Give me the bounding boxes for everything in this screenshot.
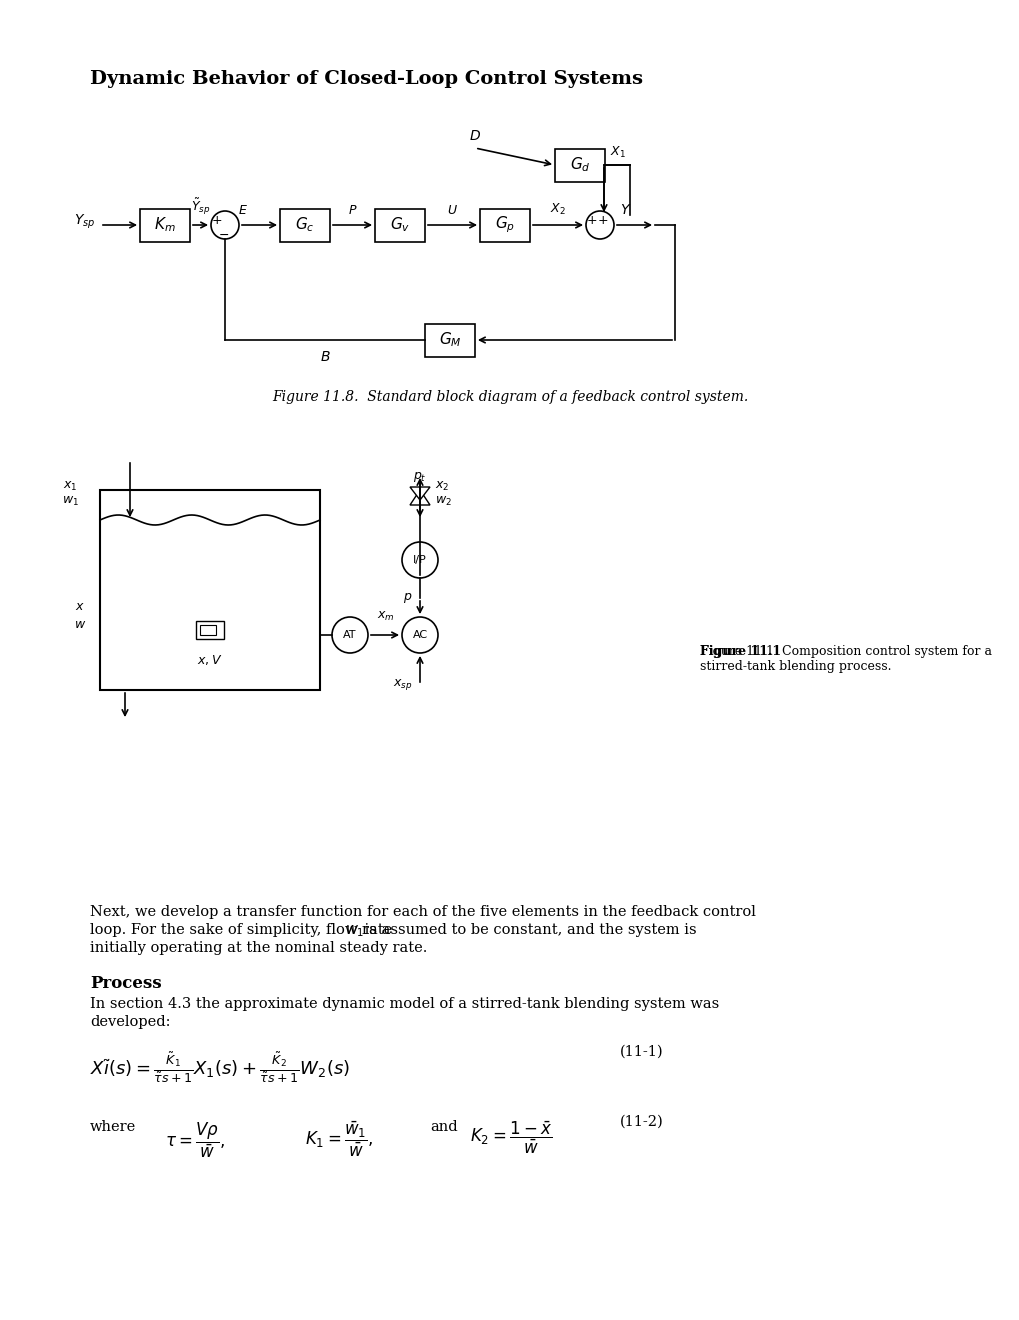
Text: $D$: $D$ — [469, 129, 481, 143]
Text: $G_d$: $G_d$ — [570, 156, 590, 174]
Text: Dynamic Behavior of Closed-Loop Control Systems: Dynamic Behavior of Closed-Loop Control … — [90, 70, 642, 88]
Polygon shape — [410, 490, 430, 506]
Text: $x_2$: $x_2$ — [434, 480, 449, 494]
Text: Next, we develop a transfer function for each of the five elements in the feedba: Next, we develop a transfer function for… — [90, 906, 755, 919]
Text: $p$: $p$ — [403, 591, 412, 605]
Text: $X_2$: $X_2$ — [549, 202, 566, 216]
Text: $K_m$: $K_m$ — [154, 215, 175, 235]
Text: developed:: developed: — [90, 1015, 170, 1030]
Text: $G_M$: $G_M$ — [438, 330, 461, 350]
Text: $Y_{sp}$: $Y_{sp}$ — [73, 213, 95, 231]
Text: $x_m$: $x_m$ — [377, 610, 394, 623]
Text: (11-2): (11-2) — [620, 1115, 663, 1129]
Text: Figure 11.8.  Standard block diagram of a feedback control system.: Figure 11.8. Standard block diagram of a… — [272, 389, 747, 404]
Text: $x_1$: $x_1$ — [63, 480, 77, 494]
Text: $w_1$: $w_1$ — [344, 923, 364, 939]
Text: I/P: I/P — [413, 554, 427, 565]
Text: (11-1): (11-1) — [620, 1045, 663, 1059]
Circle shape — [586, 211, 613, 239]
Text: and: and — [430, 1119, 458, 1134]
Text: $w$: $w$ — [73, 618, 86, 631]
Text: $U$: $U$ — [446, 205, 458, 216]
Text: −: − — [218, 228, 229, 242]
FancyBboxPatch shape — [480, 209, 530, 242]
Text: $\tau = \dfrac{V\rho}{\bar{w}},$: $\tau = \dfrac{V\rho}{\bar{w}},$ — [165, 1119, 225, 1160]
Text: In section 4.3 the approximate dynamic model of a stirred-tank blending system w: In section 4.3 the approximate dynamic m… — [90, 997, 718, 1011]
Text: Figure 11.1  Composition control system for a
stirred-tank blending process.: Figure 11.1 Composition control system f… — [699, 645, 991, 673]
Circle shape — [401, 616, 437, 653]
Bar — [100, 490, 320, 690]
Text: Figure 11.1: Figure 11.1 — [699, 645, 781, 657]
Polygon shape — [410, 487, 430, 500]
Text: $Y$: $Y$ — [620, 203, 631, 216]
Text: $P$: $P$ — [347, 205, 357, 216]
Text: $G_c$: $G_c$ — [294, 215, 315, 235]
FancyBboxPatch shape — [554, 149, 604, 181]
Text: $G_v$: $G_v$ — [389, 215, 410, 235]
Text: +: + — [586, 214, 597, 227]
Text: $p_t$: $p_t$ — [413, 470, 426, 484]
Text: where: where — [90, 1119, 137, 1134]
FancyBboxPatch shape — [280, 209, 330, 242]
Text: $x_{sp}$: $x_{sp}$ — [392, 677, 412, 693]
Text: $X\tilde{\imath}(s) = \frac{\tilde{K}_1}{\tilde{\tau}s+1} X_1(s) + \frac{\tilde{: $X\tilde{\imath}(s) = \frac{\tilde{K}_1}… — [90, 1049, 350, 1085]
FancyBboxPatch shape — [425, 323, 475, 356]
Text: +: + — [597, 214, 607, 227]
Text: $G_p$: $G_p$ — [494, 215, 515, 235]
Text: $w_2$: $w_2$ — [434, 495, 451, 508]
Text: Process: Process — [90, 975, 161, 993]
Text: loop. For the sake of simplicity, flow rate: loop. For the sake of simplicity, flow r… — [90, 923, 396, 937]
Text: $\tilde{Y}_{sp}$: $\tilde{Y}_{sp}$ — [191, 197, 210, 216]
Text: $K_1 = \dfrac{\bar{w}_1}{\bar{w}},$: $K_1 = \dfrac{\bar{w}_1}{\bar{w}},$ — [305, 1119, 373, 1159]
Text: $K_2 = \dfrac{1-\bar{x}}{\bar{w}}$: $K_2 = \dfrac{1-\bar{x}}{\bar{w}}$ — [470, 1119, 551, 1156]
Text: initially operating at the nominal steady rate.: initially operating at the nominal stead… — [90, 941, 427, 954]
Circle shape — [331, 616, 368, 653]
Bar — [200, 624, 216, 635]
Text: $w_1$: $w_1$ — [61, 495, 78, 508]
Bar — [196, 620, 224, 639]
Text: AT: AT — [343, 630, 357, 640]
FancyBboxPatch shape — [375, 209, 425, 242]
Text: is assumed to be constant, and the system is: is assumed to be constant, and the syste… — [360, 923, 696, 937]
Text: $B$: $B$ — [319, 350, 330, 364]
Text: $X_1$: $X_1$ — [609, 145, 626, 160]
Circle shape — [211, 211, 238, 239]
Text: AC: AC — [412, 630, 427, 640]
Text: $E$: $E$ — [237, 205, 248, 216]
Text: $x, V$: $x, V$ — [197, 653, 222, 667]
Text: $x$: $x$ — [75, 601, 85, 612]
Circle shape — [401, 543, 437, 578]
FancyBboxPatch shape — [140, 209, 190, 242]
Text: +: + — [212, 214, 222, 227]
